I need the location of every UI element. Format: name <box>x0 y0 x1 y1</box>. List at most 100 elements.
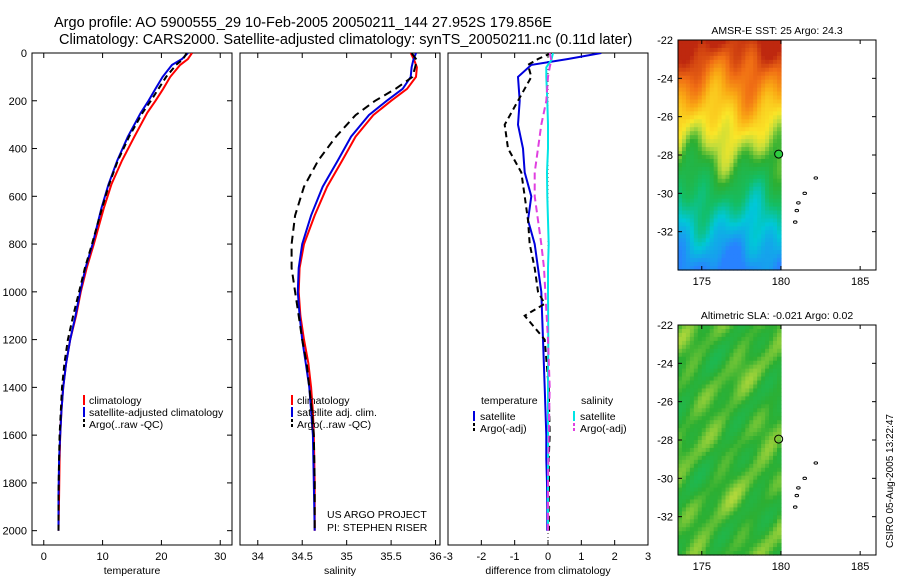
sla_map-cell <box>685 372 691 378</box>
temperature-legend-label: satellite-adjusted climatology <box>89 407 224 419</box>
sst_map-cell <box>697 151 703 156</box>
sla_map-cell <box>678 515 683 520</box>
sst_map-cell <box>745 135 750 140</box>
sla_map-cell <box>729 440 735 445</box>
sst_map-cell <box>717 226 723 231</box>
sla_map-cell <box>721 523 727 528</box>
sla_map-cell <box>757 503 762 509</box>
sst_map-cell <box>733 51 738 57</box>
sst_map-cell <box>721 87 727 93</box>
sst_map-cell <box>765 166 770 172</box>
sst_map-cell <box>749 186 754 192</box>
sla_map-cell <box>769 475 774 481</box>
sla_map-cell <box>701 507 707 512</box>
sst_map-cell <box>737 218 742 224</box>
sla_map-cell <box>761 424 766 429</box>
sla_map-cell <box>733 499 738 505</box>
sla_map-cell <box>765 336 770 342</box>
sla_map-cell <box>717 451 723 457</box>
sst_map-cell <box>733 254 738 259</box>
sst_map-cell <box>693 147 699 152</box>
sst_map-cell <box>777 63 782 69</box>
sst_map-cell <box>733 67 738 73</box>
sst_map-cell <box>769 99 774 105</box>
sst_map-cell <box>685 222 691 227</box>
sst_map-cell <box>721 71 727 77</box>
sla_map-cell <box>697 412 703 417</box>
sst_map-cell <box>709 234 715 239</box>
sla_map-cell <box>749 543 754 548</box>
sla_map-cell <box>725 352 731 358</box>
sst_map-cell <box>678 111 683 116</box>
sla_map-cell <box>761 344 766 350</box>
sst_map-cell <box>705 83 711 89</box>
sst_map-cell <box>678 55 683 61</box>
sst_map-cell <box>757 51 762 57</box>
sla_map-cell <box>749 440 754 445</box>
sst_map-cell <box>685 47 691 53</box>
sla_map-cell <box>741 332 746 338</box>
temperature-ytick-label: 1000 <box>3 287 27 299</box>
sst_map-cell <box>697 79 703 85</box>
sla_map-cell <box>753 368 758 374</box>
sla_map-cell <box>773 483 778 489</box>
sst_map-cell <box>773 218 778 224</box>
sst_map-cell <box>765 75 770 81</box>
sst_map-cell <box>721 119 727 124</box>
sla_map-cell <box>705 336 711 342</box>
sst_map-cell <box>685 71 691 77</box>
sla_map-cell <box>745 539 750 544</box>
sst_map-cell <box>753 123 758 128</box>
sla_map-cell <box>733 372 738 378</box>
sla_map-cell <box>729 396 735 401</box>
sla_map-cell <box>689 364 695 370</box>
sla_map-cell <box>737 412 742 417</box>
sla_map-cell <box>745 428 750 433</box>
sla_map-cell <box>681 519 687 524</box>
sst_map-cell <box>701 214 707 220</box>
sst_map-cell <box>741 218 746 224</box>
sst_map-cell <box>709 63 715 69</box>
sst_map-cell <box>741 222 746 227</box>
sst_map-cell <box>721 198 727 204</box>
sst_map-cell <box>741 71 746 77</box>
sla_map-cell <box>733 523 738 528</box>
sst_map-cell <box>761 162 766 168</box>
sla_map-cell <box>709 348 715 354</box>
sst_map-cell <box>749 43 754 49</box>
sla_map-cell <box>705 531 711 536</box>
sst_map-cell <box>705 174 711 180</box>
sst_map-cell <box>729 254 735 259</box>
sst_map-cell <box>737 135 742 140</box>
sla_map-cell <box>741 424 746 429</box>
sla_map-cell <box>725 471 731 477</box>
sst_map-cell <box>697 230 703 235</box>
sla_map-cell <box>729 523 735 528</box>
sst_map-cell <box>757 107 762 112</box>
sst_map-island <box>792 220 798 224</box>
sst_map-cell <box>725 266 731 271</box>
sst_map-cell <box>769 59 774 65</box>
sla_map-cell <box>685 348 691 354</box>
sst_map-cell <box>769 218 774 224</box>
sla_map-cell <box>769 503 774 509</box>
sla_map-cell <box>765 392 770 397</box>
sla_map-cell <box>737 511 742 516</box>
sla_map-cell <box>765 325 770 330</box>
sla_map-cell <box>709 443 715 449</box>
sst_map-cell <box>729 178 735 184</box>
sla_map-cell <box>689 388 695 394</box>
sla_map-cell <box>697 388 703 394</box>
sla_map-cell <box>729 443 735 449</box>
sla_map-cell <box>757 356 762 362</box>
sst_map-cell <box>761 155 766 160</box>
temperature-ytick-label: 0 <box>21 48 27 60</box>
sst_map-cell <box>725 103 731 109</box>
sst_map-cell <box>749 262 754 267</box>
sla_map-cell <box>713 447 719 453</box>
sst_map-cell <box>749 230 754 235</box>
sla_map-cell <box>693 416 699 421</box>
sla_map-cell <box>753 396 758 401</box>
sst_map-cell <box>745 83 750 89</box>
sst_map-cell <box>733 266 738 271</box>
